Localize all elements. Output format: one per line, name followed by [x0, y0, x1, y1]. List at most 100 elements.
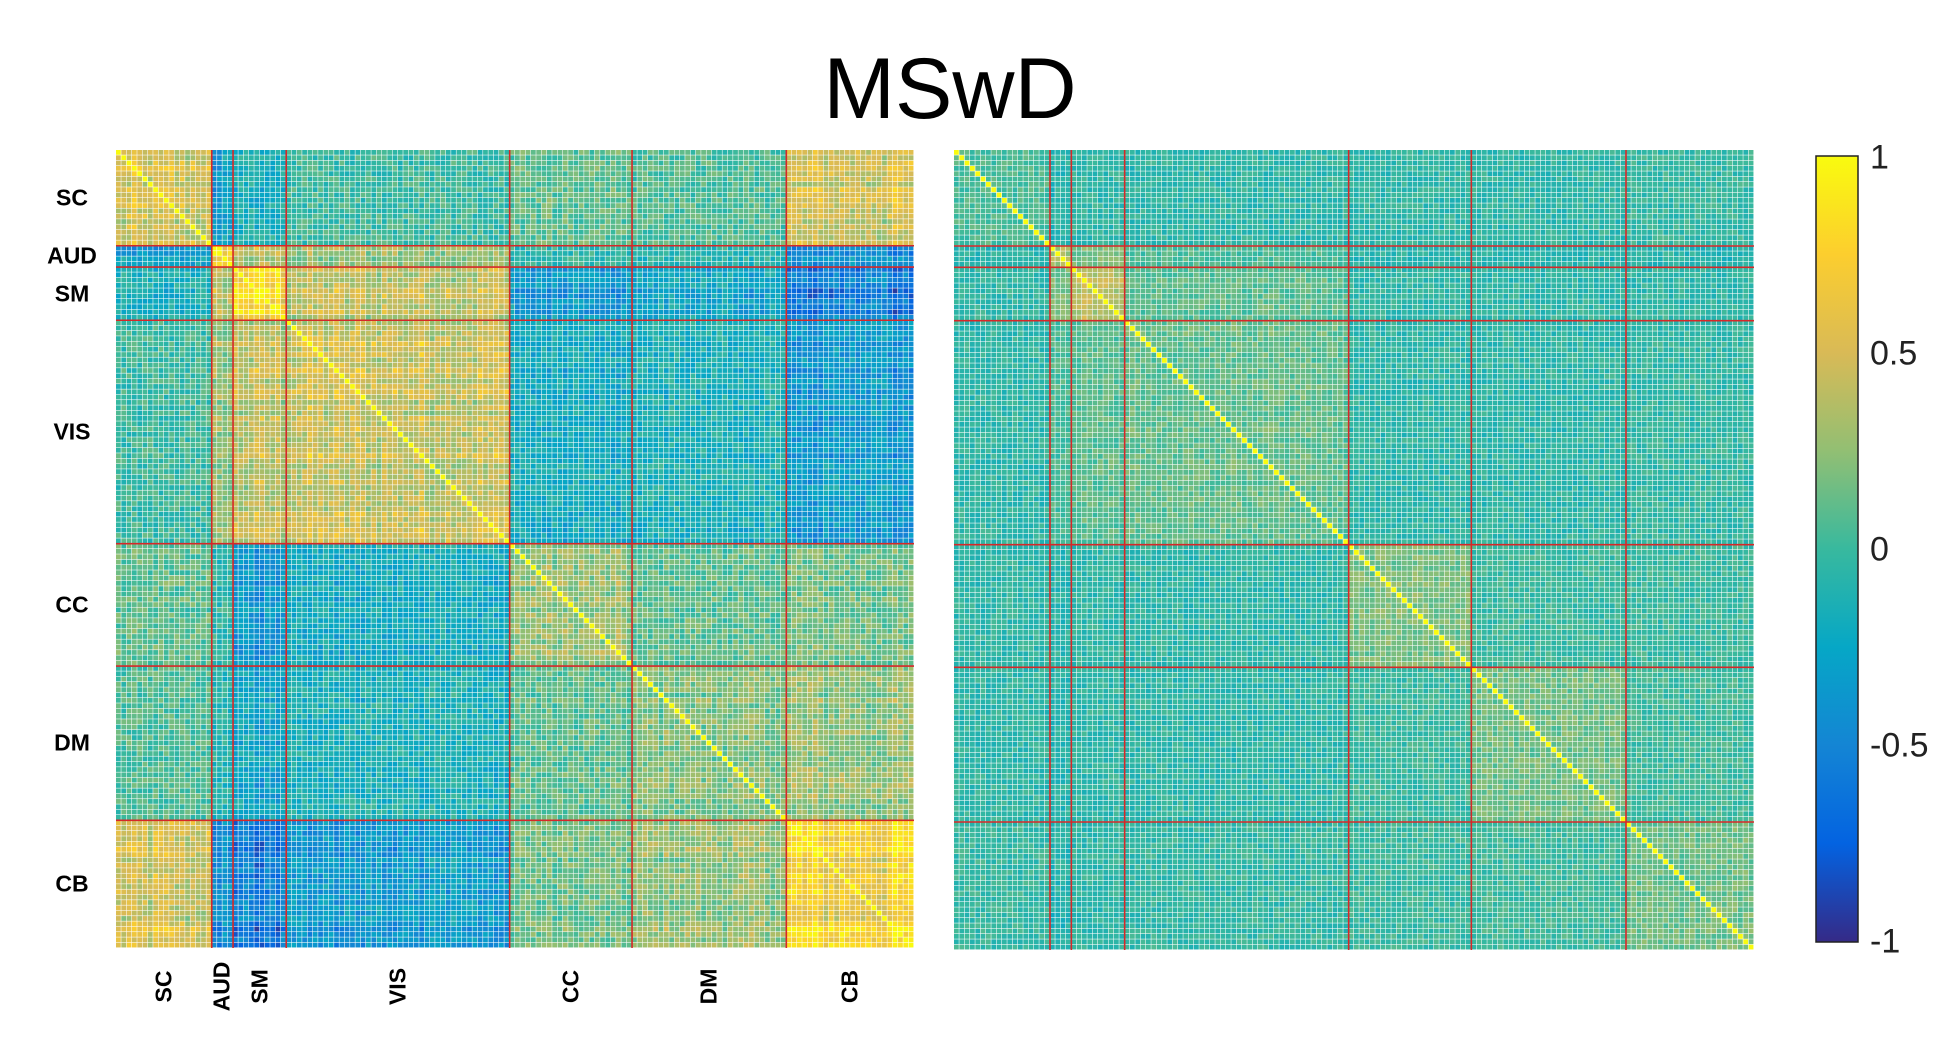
- heatmap-cell: [669, 272, 674, 277]
- heatmap-cell: [531, 203, 536, 208]
- heatmap-cell: [637, 209, 642, 214]
- heatmap-cell: [387, 251, 392, 256]
- heatmap-cell: [132, 166, 137, 171]
- heatmap-cell: [302, 161, 307, 166]
- heatmap-cell: [893, 230, 898, 235]
- heatmap-cell: [361, 203, 366, 208]
- heatmap-cell: [478, 166, 483, 171]
- heatmap-cell: [127, 278, 132, 283]
- heatmap-cell: [909, 182, 914, 187]
- heatmap-cell: [228, 193, 233, 198]
- heatmap-cell: [249, 224, 254, 229]
- heatmap-cell: [685, 283, 690, 288]
- heatmap-cell: [898, 150, 903, 155]
- heatmap-cell: [754, 171, 759, 176]
- heatmap-cell: [824, 155, 829, 160]
- heatmap-cell: [132, 187, 137, 192]
- heatmap-cell: [222, 278, 227, 283]
- heatmap-cell: [339, 272, 344, 277]
- heatmap-cell: [137, 182, 142, 187]
- heatmap-cell: [446, 166, 451, 171]
- heatmap-cell: [643, 256, 648, 261]
- heatmap-cell: [909, 203, 914, 208]
- heatmap-cell: [313, 150, 318, 155]
- heatmap-cell: [733, 283, 738, 288]
- heatmap-cell: [329, 283, 334, 288]
- heatmap-cell: [190, 171, 195, 176]
- heatmap-cell: [467, 193, 472, 198]
- heatmap-cell: [265, 235, 270, 240]
- heatmap-cell: [350, 203, 355, 208]
- heatmap-cell: [515, 166, 520, 171]
- heatmap-cell: [558, 177, 563, 182]
- heatmap-cell: [132, 214, 137, 219]
- heatmap-cell: [366, 214, 371, 219]
- heatmap-cell: [334, 166, 339, 171]
- heatmap-cell: [813, 251, 818, 256]
- heatmap-cell: [850, 177, 855, 182]
- heatmap-cell: [552, 224, 557, 229]
- heatmap-cell: [222, 198, 227, 203]
- heatmap-cell: [499, 155, 504, 160]
- heatmap-cell: [478, 256, 483, 261]
- heatmap-cell: [382, 177, 387, 182]
- heatmap-cell: [536, 251, 541, 256]
- heatmap-cell: [749, 278, 754, 283]
- heatmap-cell: [180, 198, 185, 203]
- heatmap-cell: [121, 171, 126, 176]
- heatmap-cell: [446, 272, 451, 277]
- heatmap-cell: [435, 283, 440, 288]
- heatmap-cell: [302, 214, 307, 219]
- heatmap-cell: [361, 240, 366, 245]
- heatmap-cell: [121, 161, 126, 166]
- heatmap-cell: [228, 155, 233, 160]
- heatmap-cell: [387, 155, 392, 160]
- heatmap-cell: [260, 283, 265, 288]
- heatmap-cell: [893, 203, 898, 208]
- heatmap-cell: [382, 278, 387, 283]
- heatmap-cell: [643, 251, 648, 256]
- heatmap-cell: [387, 182, 392, 187]
- heatmap-cell: [627, 262, 632, 267]
- heatmap-cell: [685, 235, 690, 240]
- heatmap-cell: [339, 187, 344, 192]
- heatmap-cell: [531, 193, 536, 198]
- heatmap-cell: [845, 177, 850, 182]
- heatmap-cell: [733, 235, 738, 240]
- heatmap-cell: [691, 203, 696, 208]
- heatmap-cell: [121, 230, 126, 235]
- heatmap-cell: [116, 278, 121, 283]
- heatmap-cell: [276, 224, 281, 229]
- heatmap-cell: [467, 150, 472, 155]
- heatmap-cell: [499, 240, 504, 245]
- heatmap-cell: [903, 262, 908, 267]
- heatmap-cell: [137, 209, 142, 214]
- heatmap-cell: [637, 214, 642, 219]
- heatmap-cell: [552, 187, 557, 192]
- heatmap-cell: [781, 240, 786, 245]
- heatmap-cell: [164, 256, 169, 261]
- heatmap-cell: [797, 187, 802, 192]
- heatmap-cell: [542, 187, 547, 192]
- heatmap-cell: [712, 150, 717, 155]
- heatmap-cell: [121, 209, 126, 214]
- heatmap-cell: [637, 193, 642, 198]
- heatmap-cell: [494, 214, 499, 219]
- heatmap-cell: [909, 155, 914, 160]
- heatmap-cell: [808, 150, 813, 155]
- heatmap-cell: [323, 187, 328, 192]
- heatmap-cell: [121, 155, 126, 160]
- heatmap-cell: [355, 251, 360, 256]
- heatmap-cell: [861, 182, 866, 187]
- heatmap-cell: [717, 235, 722, 240]
- heatmap-cell: [318, 166, 323, 171]
- heatmap-cell: [616, 214, 621, 219]
- heatmap-cell: [228, 209, 233, 214]
- heatmap-cell: [738, 256, 743, 261]
- heatmap-cell: [361, 251, 366, 256]
- heatmap-cell: [238, 161, 243, 166]
- heatmap-cell: [472, 171, 477, 176]
- heatmap-cell: [467, 155, 472, 160]
- heatmap-cell: [153, 240, 158, 245]
- heatmap-cell: [222, 283, 227, 288]
